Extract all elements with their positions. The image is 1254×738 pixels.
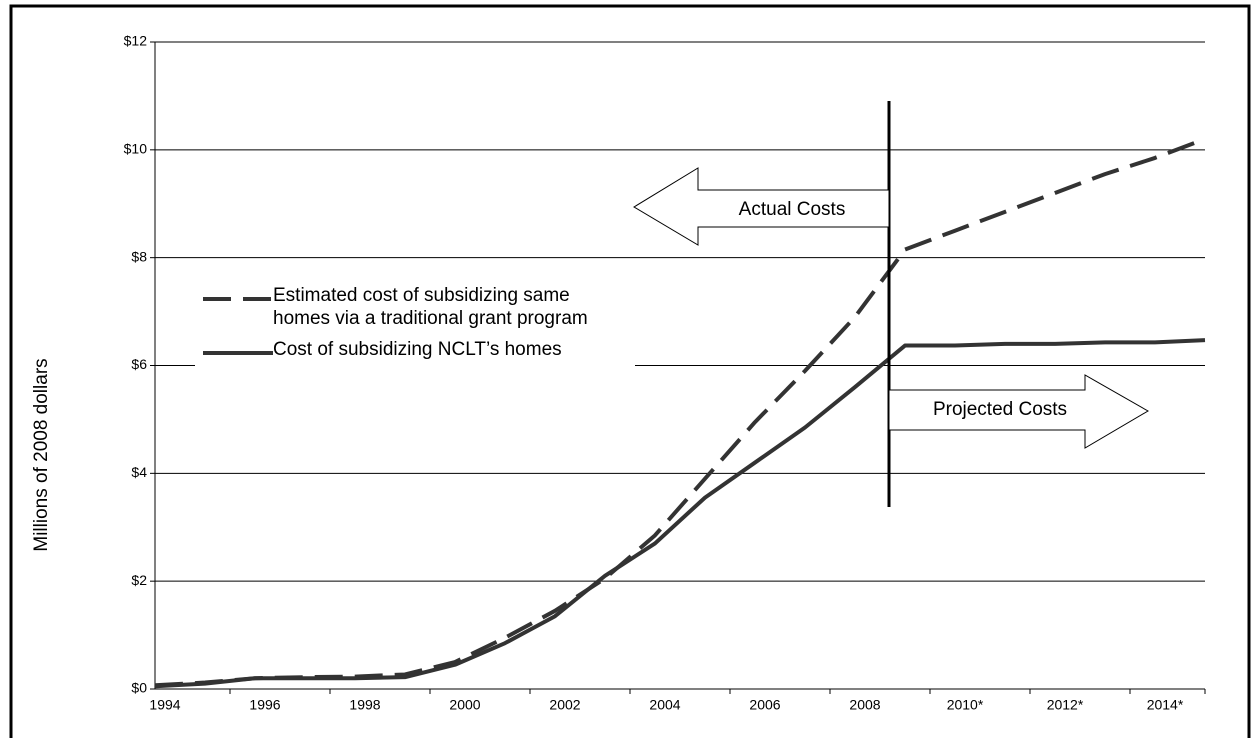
y-tick-label: $0 bbox=[131, 680, 147, 696]
legend: Estimated cost of subsidizing same homes… bbox=[195, 276, 635, 369]
right-arrow bbox=[888, 374, 1149, 449]
legend-label: Cost of subsidizing NCLT’s homes bbox=[273, 339, 562, 360]
legend-label: Estimated cost of subsidizing same homes… bbox=[273, 285, 588, 329]
legend-swatch bbox=[203, 297, 273, 301]
legend-item: Cost of subsidizing NCLT’s homes bbox=[195, 338, 635, 361]
x-tick-label: 2012* bbox=[1047, 697, 1084, 713]
x-tick-label: 1994 bbox=[149, 697, 180, 713]
y-tick-label: $6 bbox=[131, 356, 147, 372]
frame bbox=[9, 4, 1251, 738]
left-arrow bbox=[633, 167, 890, 246]
x-tick-label: 2008 bbox=[849, 697, 880, 713]
x-tick-label: 2004 bbox=[649, 697, 680, 713]
legend-item: Estimated cost of subsidizing same homes… bbox=[195, 284, 635, 330]
y-tick-label: $12 bbox=[124, 33, 148, 49]
legend-swatch bbox=[203, 351, 273, 355]
x-tick-label: 1998 bbox=[349, 697, 380, 713]
y-tick-label: $4 bbox=[131, 464, 147, 480]
annotation: Actual Costs bbox=[739, 199, 846, 220]
x-tick-label: 2014* bbox=[1147, 697, 1184, 713]
y-tick-label: $8 bbox=[131, 248, 147, 264]
x-tick-label: 2002 bbox=[549, 697, 580, 713]
x-tick-label: 2006 bbox=[749, 697, 780, 713]
annotation: Projected Costs bbox=[933, 399, 1067, 420]
y-tick-label: $10 bbox=[124, 141, 148, 157]
y-tick-label: $2 bbox=[131, 572, 147, 588]
x-tick-label: 2000 bbox=[449, 697, 480, 713]
series-line bbox=[154, 338, 1206, 689]
y-axis-label: Millions of 2008 dollars bbox=[31, 358, 52, 551]
x-tick-label: 2010* bbox=[947, 697, 984, 713]
x-tick-label: 1996 bbox=[249, 697, 280, 713]
